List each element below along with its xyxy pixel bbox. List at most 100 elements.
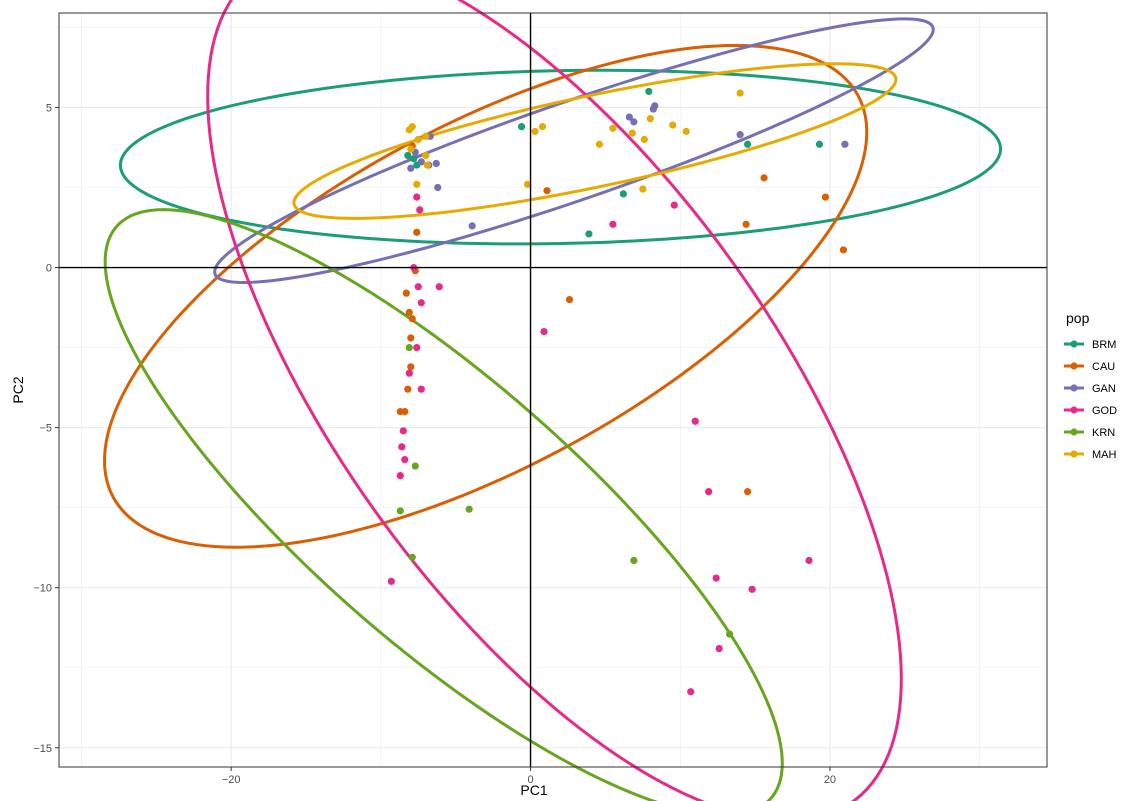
plot-panel [59,13,1047,767]
y-tick-label: 5 [46,102,52,114]
point-god [712,574,720,582]
point-cau [839,246,848,254]
ellipse-brm [118,68,1003,246]
point-mah [423,161,431,169]
point-brm [585,230,593,238]
point-god [417,385,425,393]
point-brm [517,123,526,131]
y-tick-label: 0 [46,263,52,275]
y-tick-label: −5 [39,423,52,435]
point-mah [407,145,415,153]
legend-key-point [1070,340,1078,348]
point-cau [742,220,750,228]
point-mah [639,185,647,193]
legend-label: GOD [1092,405,1117,417]
point-god [413,193,421,201]
x-tick-label: 20 [824,774,836,786]
point-mah [414,135,422,144]
point-god [417,299,425,307]
point-cau [760,174,768,182]
point-krn [396,507,404,515]
point-mah [413,180,421,188]
point-krn [726,630,734,638]
point-mah [422,132,430,140]
point-cau [404,385,412,393]
point-cau [565,295,574,304]
point-god [413,343,421,352]
point-mah [408,123,416,131]
point-god [715,644,723,653]
panel-border [58,12,1048,768]
point-god [435,283,443,291]
point-god [670,201,678,209]
point-gan [630,118,638,126]
ellipse-god [206,0,903,801]
point-cau [407,363,415,371]
legend-label: CAU [1092,361,1115,373]
data-points [387,87,849,696]
point-brm [410,155,418,163]
point-god [414,283,422,291]
legend-item-cau: CAU [1064,361,1115,373]
x-axis-title: PC1 [520,782,547,798]
axes: −20 0 20 −15 −10 −5 0 5 [33,12,1048,786]
point-mah [523,180,532,188]
point-god [399,427,407,435]
point-gan [432,159,440,168]
ellipse-krn [103,208,784,801]
point-mah [669,121,677,129]
point-god [691,417,699,425]
point-god [387,577,395,585]
legend-key-point [1070,450,1078,458]
point-mah [595,140,604,148]
point-krn [465,505,473,513]
point-god [687,688,695,696]
y-tick-label: −15 [33,743,52,755]
legend: pop BRM CAU GAN GOD KRN MAH [1064,310,1117,461]
point-krn [411,462,419,470]
point-gan [736,131,744,139]
point-gan [417,158,425,166]
legend-label: KRN [1092,427,1115,439]
legend-items: BRM CAU GAN GOD KRN MAH [1064,339,1117,461]
point-cau [407,334,415,342]
point-cau [821,193,830,201]
point-cau [401,408,409,416]
point-cau [408,315,416,323]
point-god [609,220,617,228]
legend-key-point [1070,428,1078,436]
point-god [805,556,813,565]
point-cau [543,187,551,195]
point-cau [744,488,752,496]
point-mah [538,123,547,131]
point-brm [815,140,824,148]
point-cau [413,228,421,236]
point-god [705,488,713,496]
legend-item-god: GOD [1064,405,1117,417]
point-mah [736,89,744,97]
point-mah [628,129,636,137]
ellipse-mah [292,62,898,220]
y-axis-title: PC2 [10,376,26,403]
point-god [398,443,406,451]
point-god [748,585,756,593]
legend-item-gan: GAN [1064,383,1116,395]
ellipse-cau [103,43,869,549]
point-mah [531,127,539,136]
point-mah [682,127,690,136]
point-gan [651,102,659,110]
point-krn [405,343,413,352]
point-god [396,472,404,480]
point-krn [408,553,416,561]
y-tick-label: −10 [33,583,52,595]
legend-key-point [1070,362,1078,370]
point-god [540,327,548,336]
legend-key-point [1070,406,1078,414]
point-brm [744,140,752,148]
point-gan [407,164,415,172]
point-brm [645,87,653,96]
point-mah [609,124,617,132]
x-tick-label: 0 [527,774,533,786]
point-mah [646,115,654,123]
